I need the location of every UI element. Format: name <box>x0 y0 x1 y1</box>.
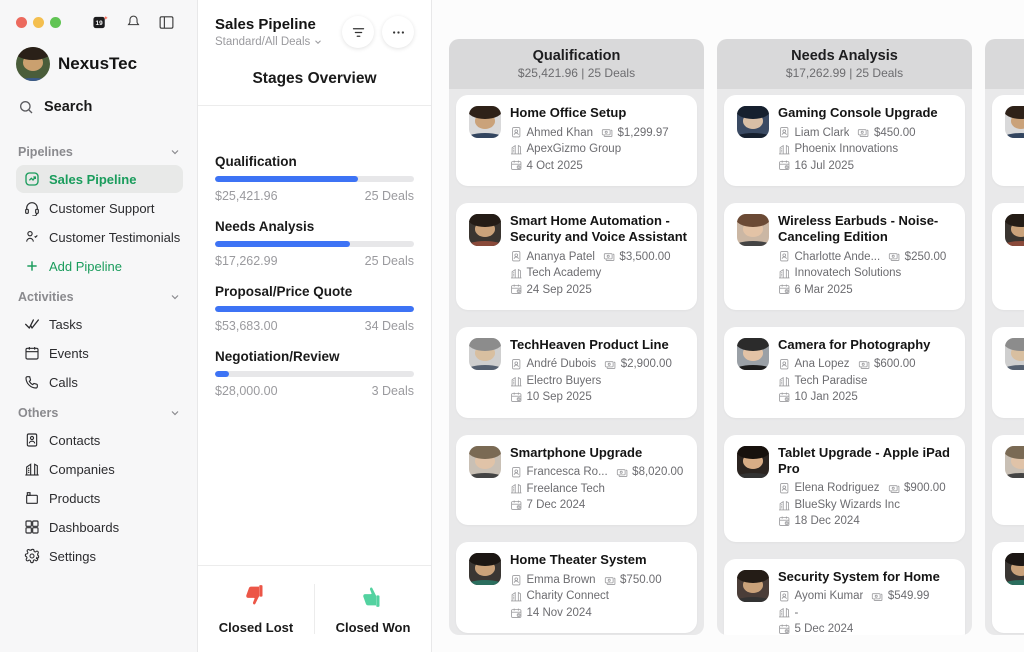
svg-text:19: 19 <box>96 20 104 27</box>
